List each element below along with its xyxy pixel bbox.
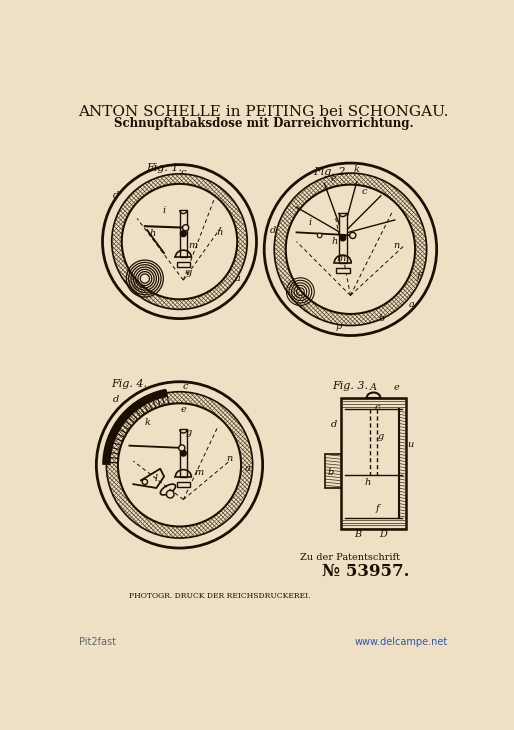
- Text: PHOTOGR. DRUCK DER REICHSDRUCKEREI.: PHOTOGR. DRUCK DER REICHSDRUCKEREI.: [129, 592, 310, 600]
- Text: l: l: [155, 474, 158, 483]
- Text: c: c: [180, 168, 186, 177]
- Text: d: d: [331, 420, 337, 429]
- Text: ANTON SCHELLE in PEITING bei SCHONGAU.: ANTON SCHELLE in PEITING bei SCHONGAU.: [78, 105, 449, 119]
- Text: f: f: [416, 272, 420, 281]
- Text: b: b: [378, 314, 384, 323]
- Text: n: n: [394, 241, 400, 250]
- Circle shape: [182, 225, 189, 231]
- Text: a: a: [234, 274, 240, 283]
- Text: h: h: [332, 237, 338, 246]
- Circle shape: [167, 491, 174, 498]
- Text: A: A: [370, 383, 377, 393]
- Text: d: d: [270, 226, 277, 234]
- Text: g: g: [186, 268, 192, 277]
- Text: Fig. 2.: Fig. 2.: [313, 167, 349, 177]
- Text: h: h: [364, 478, 371, 487]
- Circle shape: [122, 184, 237, 299]
- Text: m: m: [194, 468, 204, 477]
- Text: c: c: [361, 187, 367, 196]
- Text: D: D: [379, 530, 387, 539]
- Bar: [180, 210, 187, 258]
- Text: c: c: [375, 404, 380, 412]
- Text: k: k: [354, 166, 359, 174]
- Bar: [336, 268, 350, 273]
- Text: g: g: [186, 428, 192, 437]
- Text: m: m: [189, 241, 198, 250]
- Circle shape: [118, 403, 241, 526]
- Bar: [325, 454, 341, 488]
- Text: Fig. 4.: Fig. 4.: [112, 379, 148, 389]
- Text: a: a: [409, 300, 415, 310]
- Bar: [177, 263, 190, 267]
- Text: Fig. 3.: Fig. 3.: [333, 381, 369, 391]
- Text: e: e: [180, 405, 186, 414]
- Text: m: m: [337, 254, 346, 263]
- Text: k: k: [144, 418, 150, 427]
- Bar: [339, 212, 346, 263]
- Text: Pit2fast: Pit2fast: [79, 637, 116, 647]
- Bar: [341, 398, 406, 529]
- Circle shape: [340, 234, 346, 241]
- Text: www.delcampe.net: www.delcampe.net: [354, 637, 448, 647]
- Circle shape: [142, 479, 148, 485]
- Text: u: u: [408, 439, 414, 449]
- Text: № 53957.: № 53957.: [322, 563, 410, 580]
- Circle shape: [180, 231, 186, 237]
- Text: Zu der Patentschrift: Zu der Patentschrift: [301, 553, 400, 562]
- Text: i: i: [309, 218, 312, 227]
- Text: n: n: [227, 454, 233, 464]
- Bar: [180, 429, 187, 477]
- Text: e: e: [331, 174, 336, 183]
- Text: n: n: [216, 228, 223, 237]
- Text: B: B: [355, 530, 362, 539]
- Text: d: d: [113, 395, 119, 404]
- Text: e: e: [394, 383, 399, 393]
- Circle shape: [286, 185, 415, 314]
- Text: p: p: [336, 322, 342, 331]
- Circle shape: [180, 450, 186, 456]
- Text: f: f: [376, 504, 379, 512]
- Text: g: g: [378, 432, 384, 441]
- Text: a: a: [244, 464, 250, 473]
- Text: Schnupftabaksdose mit Darreichvorrichtung.: Schnupftabaksdose mit Darreichvorrichtun…: [114, 118, 413, 130]
- Bar: [177, 482, 190, 487]
- Text: b: b: [328, 468, 334, 477]
- Circle shape: [350, 232, 356, 239]
- Text: d: d: [113, 191, 119, 200]
- Circle shape: [317, 233, 322, 238]
- Text: c: c: [183, 382, 189, 391]
- Circle shape: [179, 445, 185, 451]
- Text: h: h: [150, 229, 156, 239]
- Text: i: i: [162, 207, 166, 215]
- Text: Fig. 1.: Fig. 1.: [146, 164, 182, 174]
